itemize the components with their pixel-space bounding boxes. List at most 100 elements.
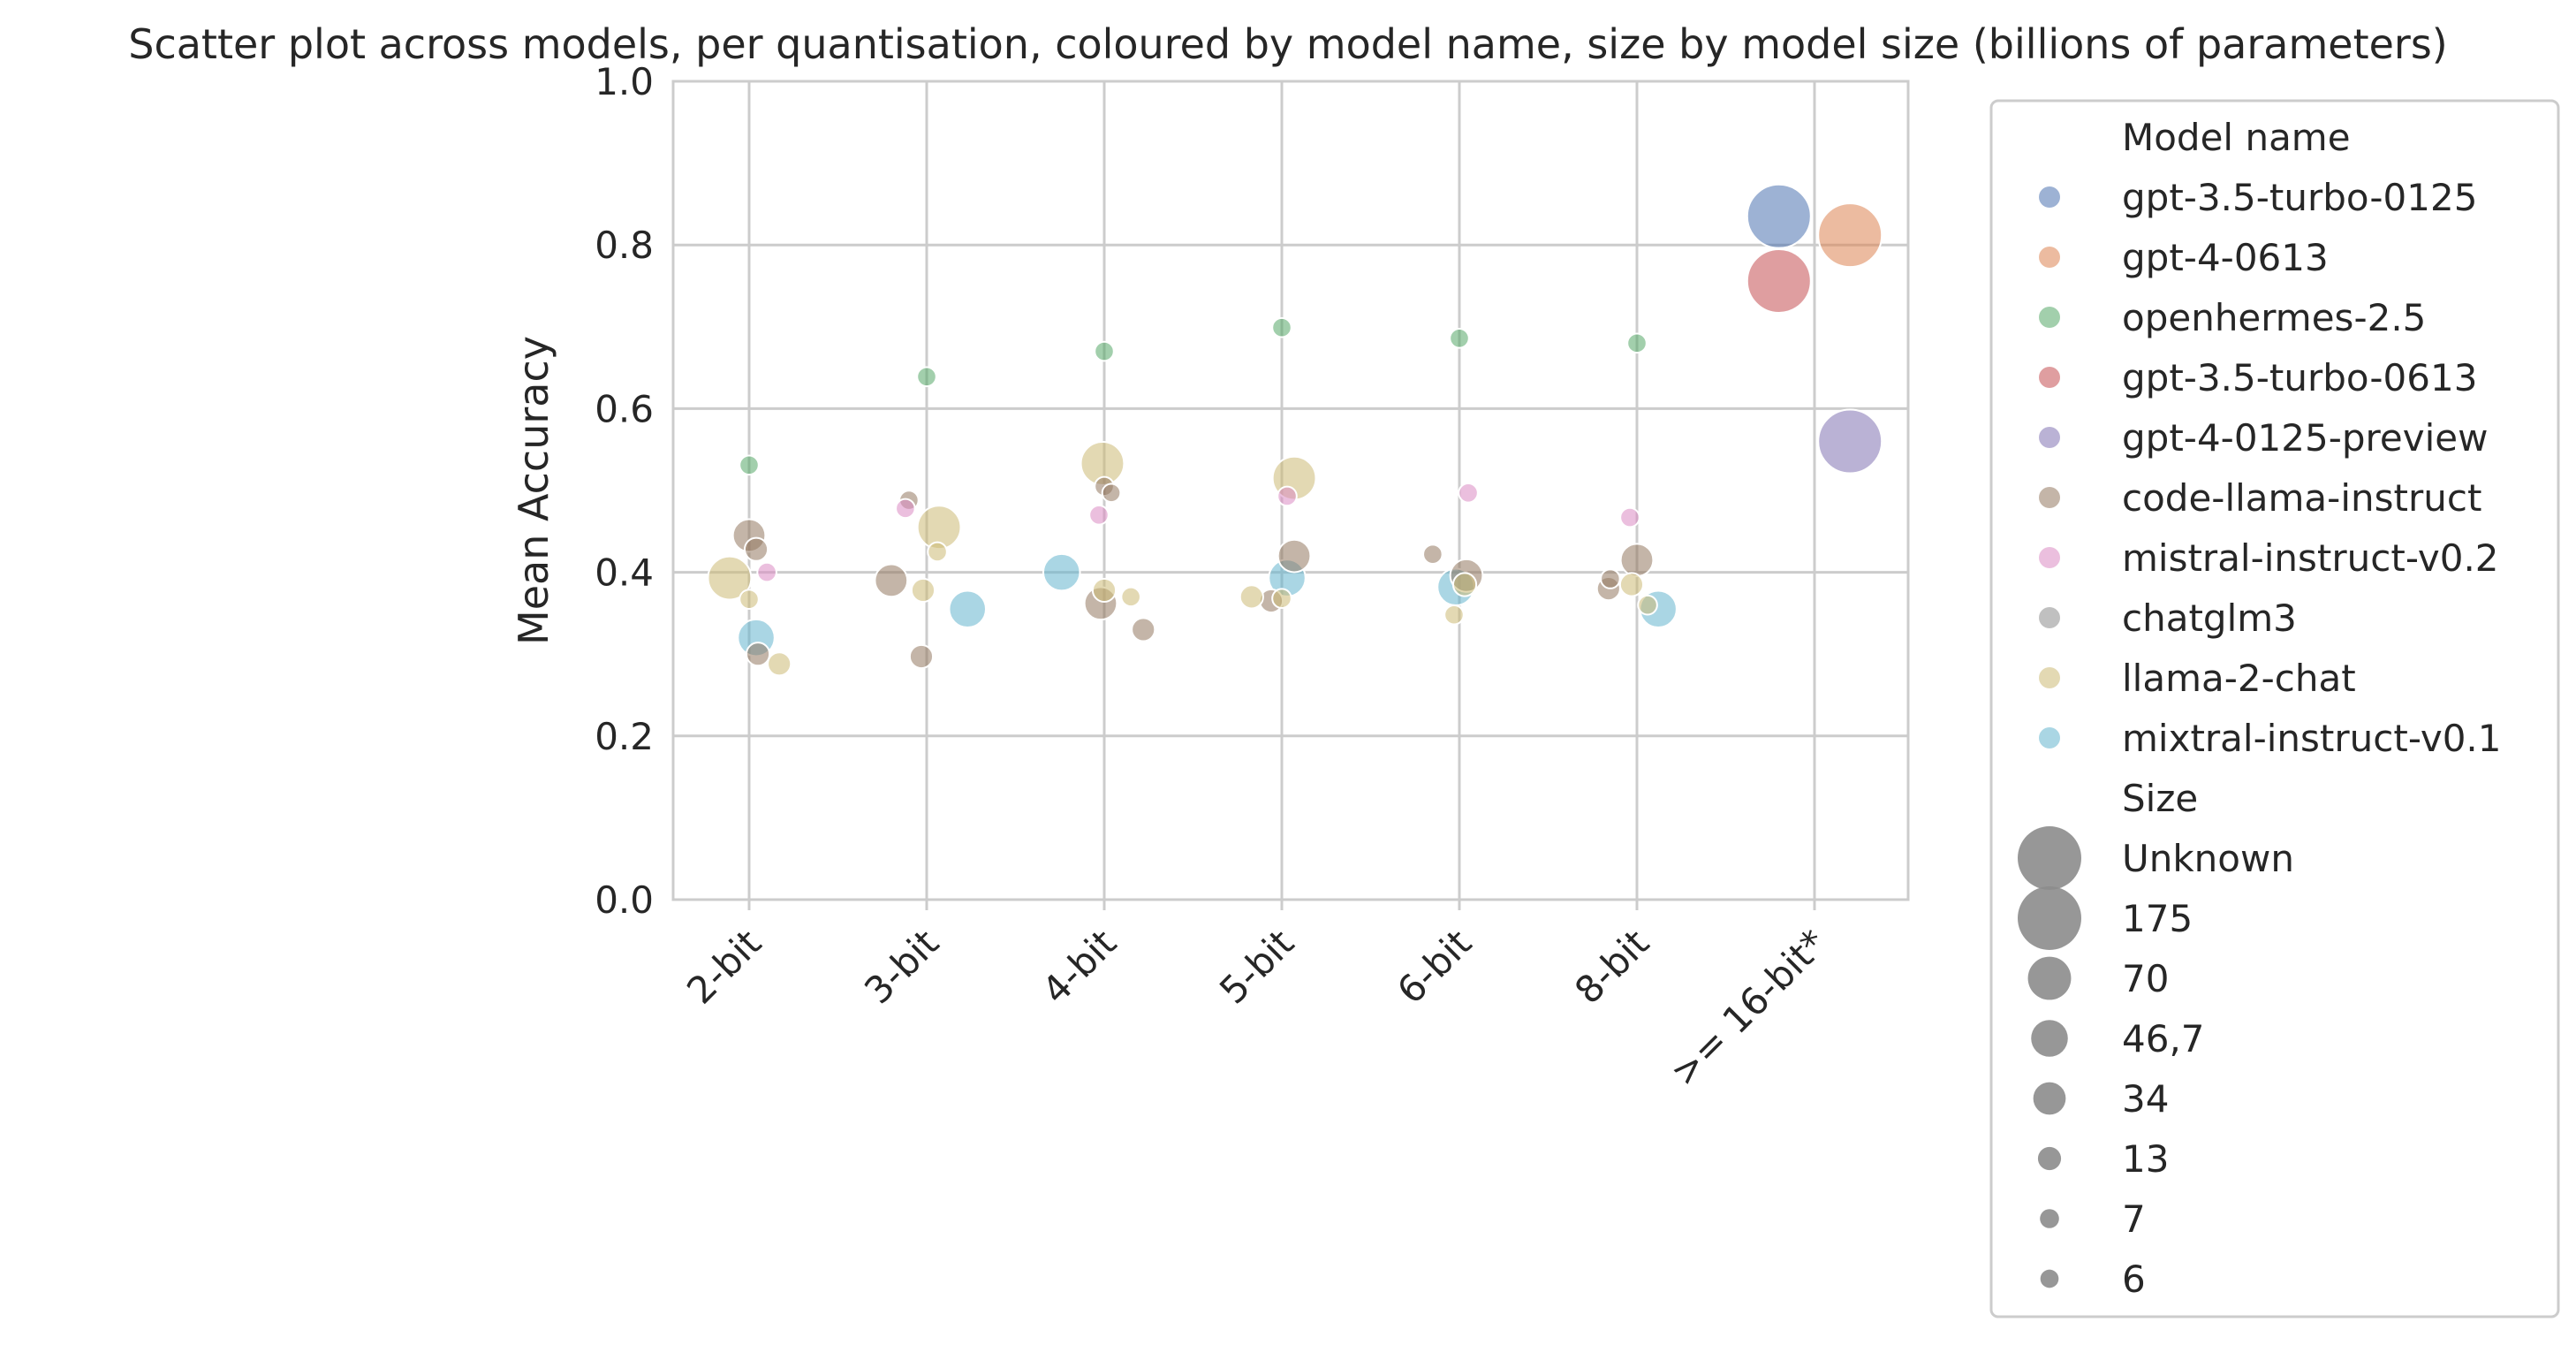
data-point-code-llama-instruct xyxy=(1422,543,1443,566)
legend-marker-gpt-4-0613 xyxy=(2039,247,2060,268)
y-tick-label: 0.0 xyxy=(595,878,654,922)
data-point-mistral-instruct-v0-2 xyxy=(1619,506,1640,528)
x-tick-label: 4-bit xyxy=(1034,921,1125,1012)
legend-marker-gpt-3-5-turbo-0613 xyxy=(2039,367,2060,388)
data-point-gpt-3-5-turbo-0125 xyxy=(1746,183,1812,249)
data-point-openhermes-2-5 xyxy=(916,366,937,388)
legend: Model name gpt-3.5-turbo-0125 gpt-4-0613 o… xyxy=(1989,99,2560,1318)
legend-label: llama-2-chat xyxy=(2122,657,2356,700)
legend-label: gpt-4-0125-preview xyxy=(2122,416,2488,460)
legend-marker-code-llama-instruct xyxy=(2039,487,2060,508)
legend-marker-mistral-instruct-v0-2 xyxy=(2039,547,2060,568)
chart-title: Scatter plot across models, per quantisa… xyxy=(128,20,2447,68)
y-axis-label: Mean Accuracy xyxy=(510,336,557,645)
points-layer xyxy=(707,183,1883,677)
legend-label: gpt-4-0613 xyxy=(2122,236,2329,279)
x-tick-label: 6-bit xyxy=(1389,921,1480,1012)
legend-hue-title: Model name xyxy=(2122,116,2351,159)
data-point-llama-2-chat xyxy=(1637,594,1658,616)
data-point-llama-2-chat xyxy=(1120,586,1141,608)
legend-size-marker xyxy=(2037,1146,2062,1171)
data-point-code-llama-instruct xyxy=(1277,538,1312,574)
data-point-llama-2-chat xyxy=(1239,584,1264,610)
data-point-openhermes-2-5 xyxy=(1449,327,1470,349)
x-tick-label: 5-bit xyxy=(1211,921,1302,1012)
legend-label: mistral-instruct-v0.2 xyxy=(2122,536,2499,580)
data-point-openhermes-2-5 xyxy=(1626,332,1648,354)
data-point-mistral-instruct-v0-2 xyxy=(1277,485,1298,507)
legend-size-label: 6 xyxy=(2122,1258,2146,1301)
data-point-gpt-4-0613 xyxy=(1817,202,1883,269)
legend-label: mixtral-instruct-v0.1 xyxy=(2122,717,2502,760)
legend-label: chatglm3 xyxy=(2122,597,2297,640)
y-tick-label: 0.2 xyxy=(595,715,654,758)
legend-marker-openhermes-2-5 xyxy=(2039,307,2060,328)
y-tick-label: 0.6 xyxy=(595,387,654,430)
legend-size-marker xyxy=(2040,1209,2059,1228)
data-point-mistral-instruct-v0-2 xyxy=(1088,504,1110,526)
plot-frame xyxy=(671,80,1910,901)
legend-marker-gpt-4-0125-preview xyxy=(2039,427,2060,448)
legend-hue-items: gpt-3.5-turbo-0125 gpt-4-0613 openhermes-2… xyxy=(2039,176,2502,760)
data-point-llama-2-chat xyxy=(739,589,760,610)
data-point-openhermes-2-5 xyxy=(1271,316,1292,338)
x-tick-label: 3-bit xyxy=(856,921,947,1012)
data-point-openhermes-2-5 xyxy=(739,454,760,476)
data-point-openhermes-2-5 xyxy=(1094,340,1115,362)
data-point-mistral-instruct-v0-2 xyxy=(756,561,777,583)
legend-size-label: 46,7 xyxy=(2122,1017,2205,1060)
legend-size-title: Size xyxy=(2122,777,2198,820)
legend-marker-gpt-3-5-turbo-0125 xyxy=(2039,186,2060,208)
legend-box xyxy=(1989,99,2560,1318)
y-tick-label: 0.4 xyxy=(595,551,654,595)
data-point-llama-2-chat xyxy=(767,651,792,677)
x-tick-label: 8-bit xyxy=(1566,921,1657,1012)
legend-size-marker xyxy=(2033,1082,2066,1115)
legend-size-label: 175 xyxy=(2122,897,2193,940)
legend-size-label: 7 xyxy=(2122,1197,2146,1241)
data-point-llama-2-chat xyxy=(1443,604,1465,626)
data-point-mixtral-instruct-v0-1 xyxy=(948,589,988,629)
legend-size-label: 70 xyxy=(2122,957,2169,1000)
y-tick-label: 1.0 xyxy=(595,60,654,103)
data-point-code-llama-instruct xyxy=(743,536,769,562)
data-point-code-llama-instruct xyxy=(874,563,909,598)
data-point-mixtral-instruct-v0-1 xyxy=(1042,552,1081,592)
data-point-code-llama-instruct xyxy=(1600,568,1621,589)
data-point-mistral-instruct-v0-2 xyxy=(895,498,916,520)
data-point-llama-2-chat xyxy=(910,577,936,604)
legend-label: code-llama-instruct xyxy=(2122,476,2481,520)
data-point-llama-2-chat xyxy=(927,541,948,563)
legend-label: openhermes-2.5 xyxy=(2122,296,2426,339)
axis-layer: 0.0 0.2 0.4 0.6 0.8 1.0 2-bit 3-bit 4-bit 5-bit 6-… xyxy=(595,60,1910,1094)
legend-size-items: Unknown 175 70 46,7 34 13 7 6 xyxy=(2018,826,2294,1301)
data-point-llama-2-chat xyxy=(1618,572,1645,597)
data-point-code-llama-instruct xyxy=(1101,483,1122,504)
legend-label: gpt-3.5-turbo-0613 xyxy=(2122,356,2477,399)
x-tick-label: >= 16-bit* xyxy=(1662,921,1835,1094)
data-point-llama-2-chat xyxy=(707,555,753,601)
data-point-mistral-instruct-v0-2 xyxy=(1458,482,1479,504)
legend-marker-llama-2-chat xyxy=(2039,667,2060,688)
legend-size-marker xyxy=(2031,1020,2068,1057)
data-point-code-llama-instruct xyxy=(1131,617,1156,642)
data-point-code-llama-instruct xyxy=(1619,543,1655,578)
legend-label: gpt-3.5-turbo-0125 xyxy=(2122,176,2477,219)
y-tick-label: 0.8 xyxy=(595,224,654,267)
data-point-llama-2-chat xyxy=(1091,577,1118,604)
legend-size-marker xyxy=(2027,956,2072,1000)
legend-size-marker xyxy=(2040,1269,2059,1288)
data-point-code-llama-instruct xyxy=(745,642,771,667)
data-point-gpt-4-0125-preview xyxy=(1817,408,1883,475)
legend-marker-mixtral-instruct-v0-1 xyxy=(2039,727,2060,748)
legend-size-marker xyxy=(2018,886,2081,950)
data-point-llama-2-chat xyxy=(1451,572,1478,597)
data-point-gpt-3-5-turbo-0613 xyxy=(1746,247,1812,314)
legend-marker-chatglm3 xyxy=(2039,607,2060,628)
legend-size-marker xyxy=(2018,826,2081,890)
data-point-llama-2-chat xyxy=(1271,588,1292,610)
data-point-code-llama-instruct xyxy=(908,643,935,670)
x-tick-label: 2-bit xyxy=(678,921,769,1012)
